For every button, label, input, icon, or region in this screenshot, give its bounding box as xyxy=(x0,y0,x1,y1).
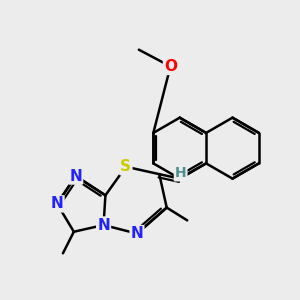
Text: N: N xyxy=(51,196,64,211)
Text: H: H xyxy=(175,167,187,180)
Text: N: N xyxy=(69,169,82,184)
Text: O: O xyxy=(164,59,177,74)
Text: N: N xyxy=(130,226,143,241)
Text: N: N xyxy=(97,218,110,232)
Text: S: S xyxy=(120,159,131,174)
